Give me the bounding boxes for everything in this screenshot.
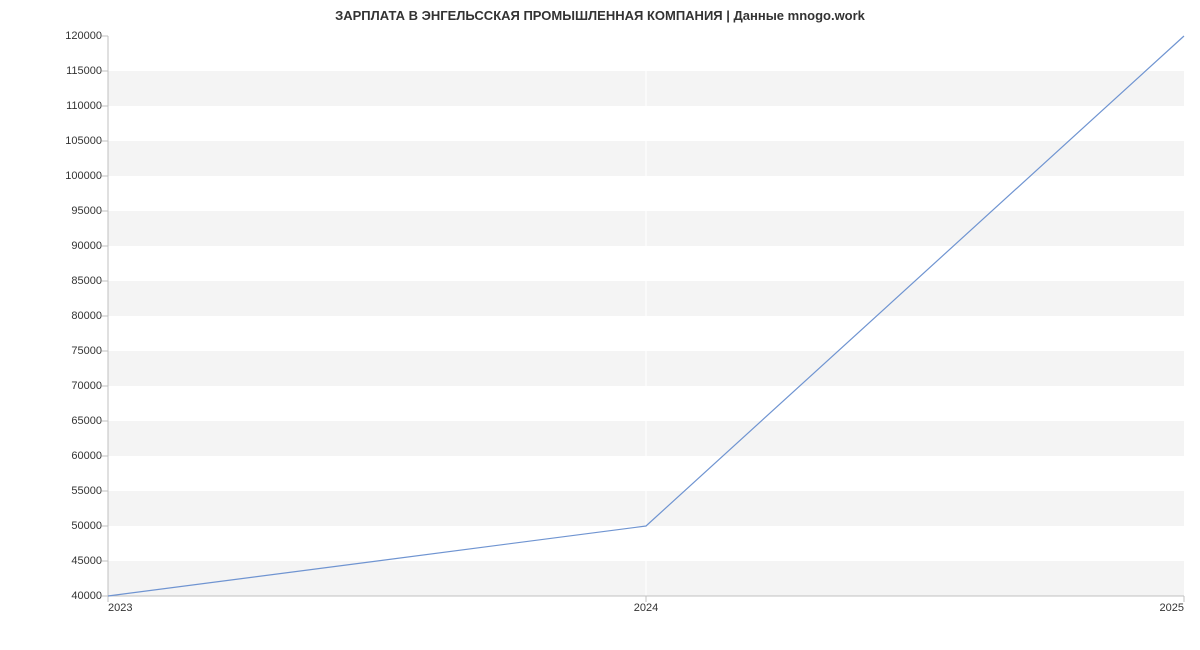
y-tick-label: 75000: [71, 345, 108, 357]
y-tick-label: 100000: [65, 170, 108, 182]
y-tick-label: 110000: [66, 100, 108, 112]
y-tick-label: 60000: [71, 450, 108, 462]
chart-title: ЗАРПЛАТА В ЭНГЕЛЬССКАЯ ПРОМЫШЛЕННАЯ КОМП…: [0, 8, 1200, 23]
y-tick-label: 80000: [71, 310, 108, 322]
y-tick-label: 70000: [71, 380, 108, 392]
y-tick-label: 45000: [71, 555, 108, 567]
y-tick-label: 40000: [71, 590, 108, 602]
y-tick-label: 85000: [71, 275, 108, 287]
x-tick-label: 2025: [1160, 596, 1184, 614]
y-tick-label: 50000: [71, 520, 108, 532]
y-tick-label: 65000: [71, 415, 108, 427]
chart-container: ЗАРПЛАТА В ЭНГЕЛЬССКАЯ ПРОМЫШЛЕННАЯ КОМП…: [0, 0, 1200, 650]
x-tick-label: 2023: [108, 596, 132, 614]
chart-svg: [108, 36, 1184, 596]
y-tick-label: 115000: [66, 65, 108, 77]
y-tick-label: 120000: [65, 30, 108, 42]
y-tick-label: 55000: [71, 485, 108, 497]
y-tick-label: 90000: [71, 240, 108, 252]
x-tick-label: 2024: [634, 596, 658, 614]
y-tick-label: 105000: [65, 135, 108, 147]
chart-plot-area: 4000045000500005500060000650007000075000…: [108, 36, 1184, 596]
y-tick-label: 95000: [71, 205, 108, 217]
